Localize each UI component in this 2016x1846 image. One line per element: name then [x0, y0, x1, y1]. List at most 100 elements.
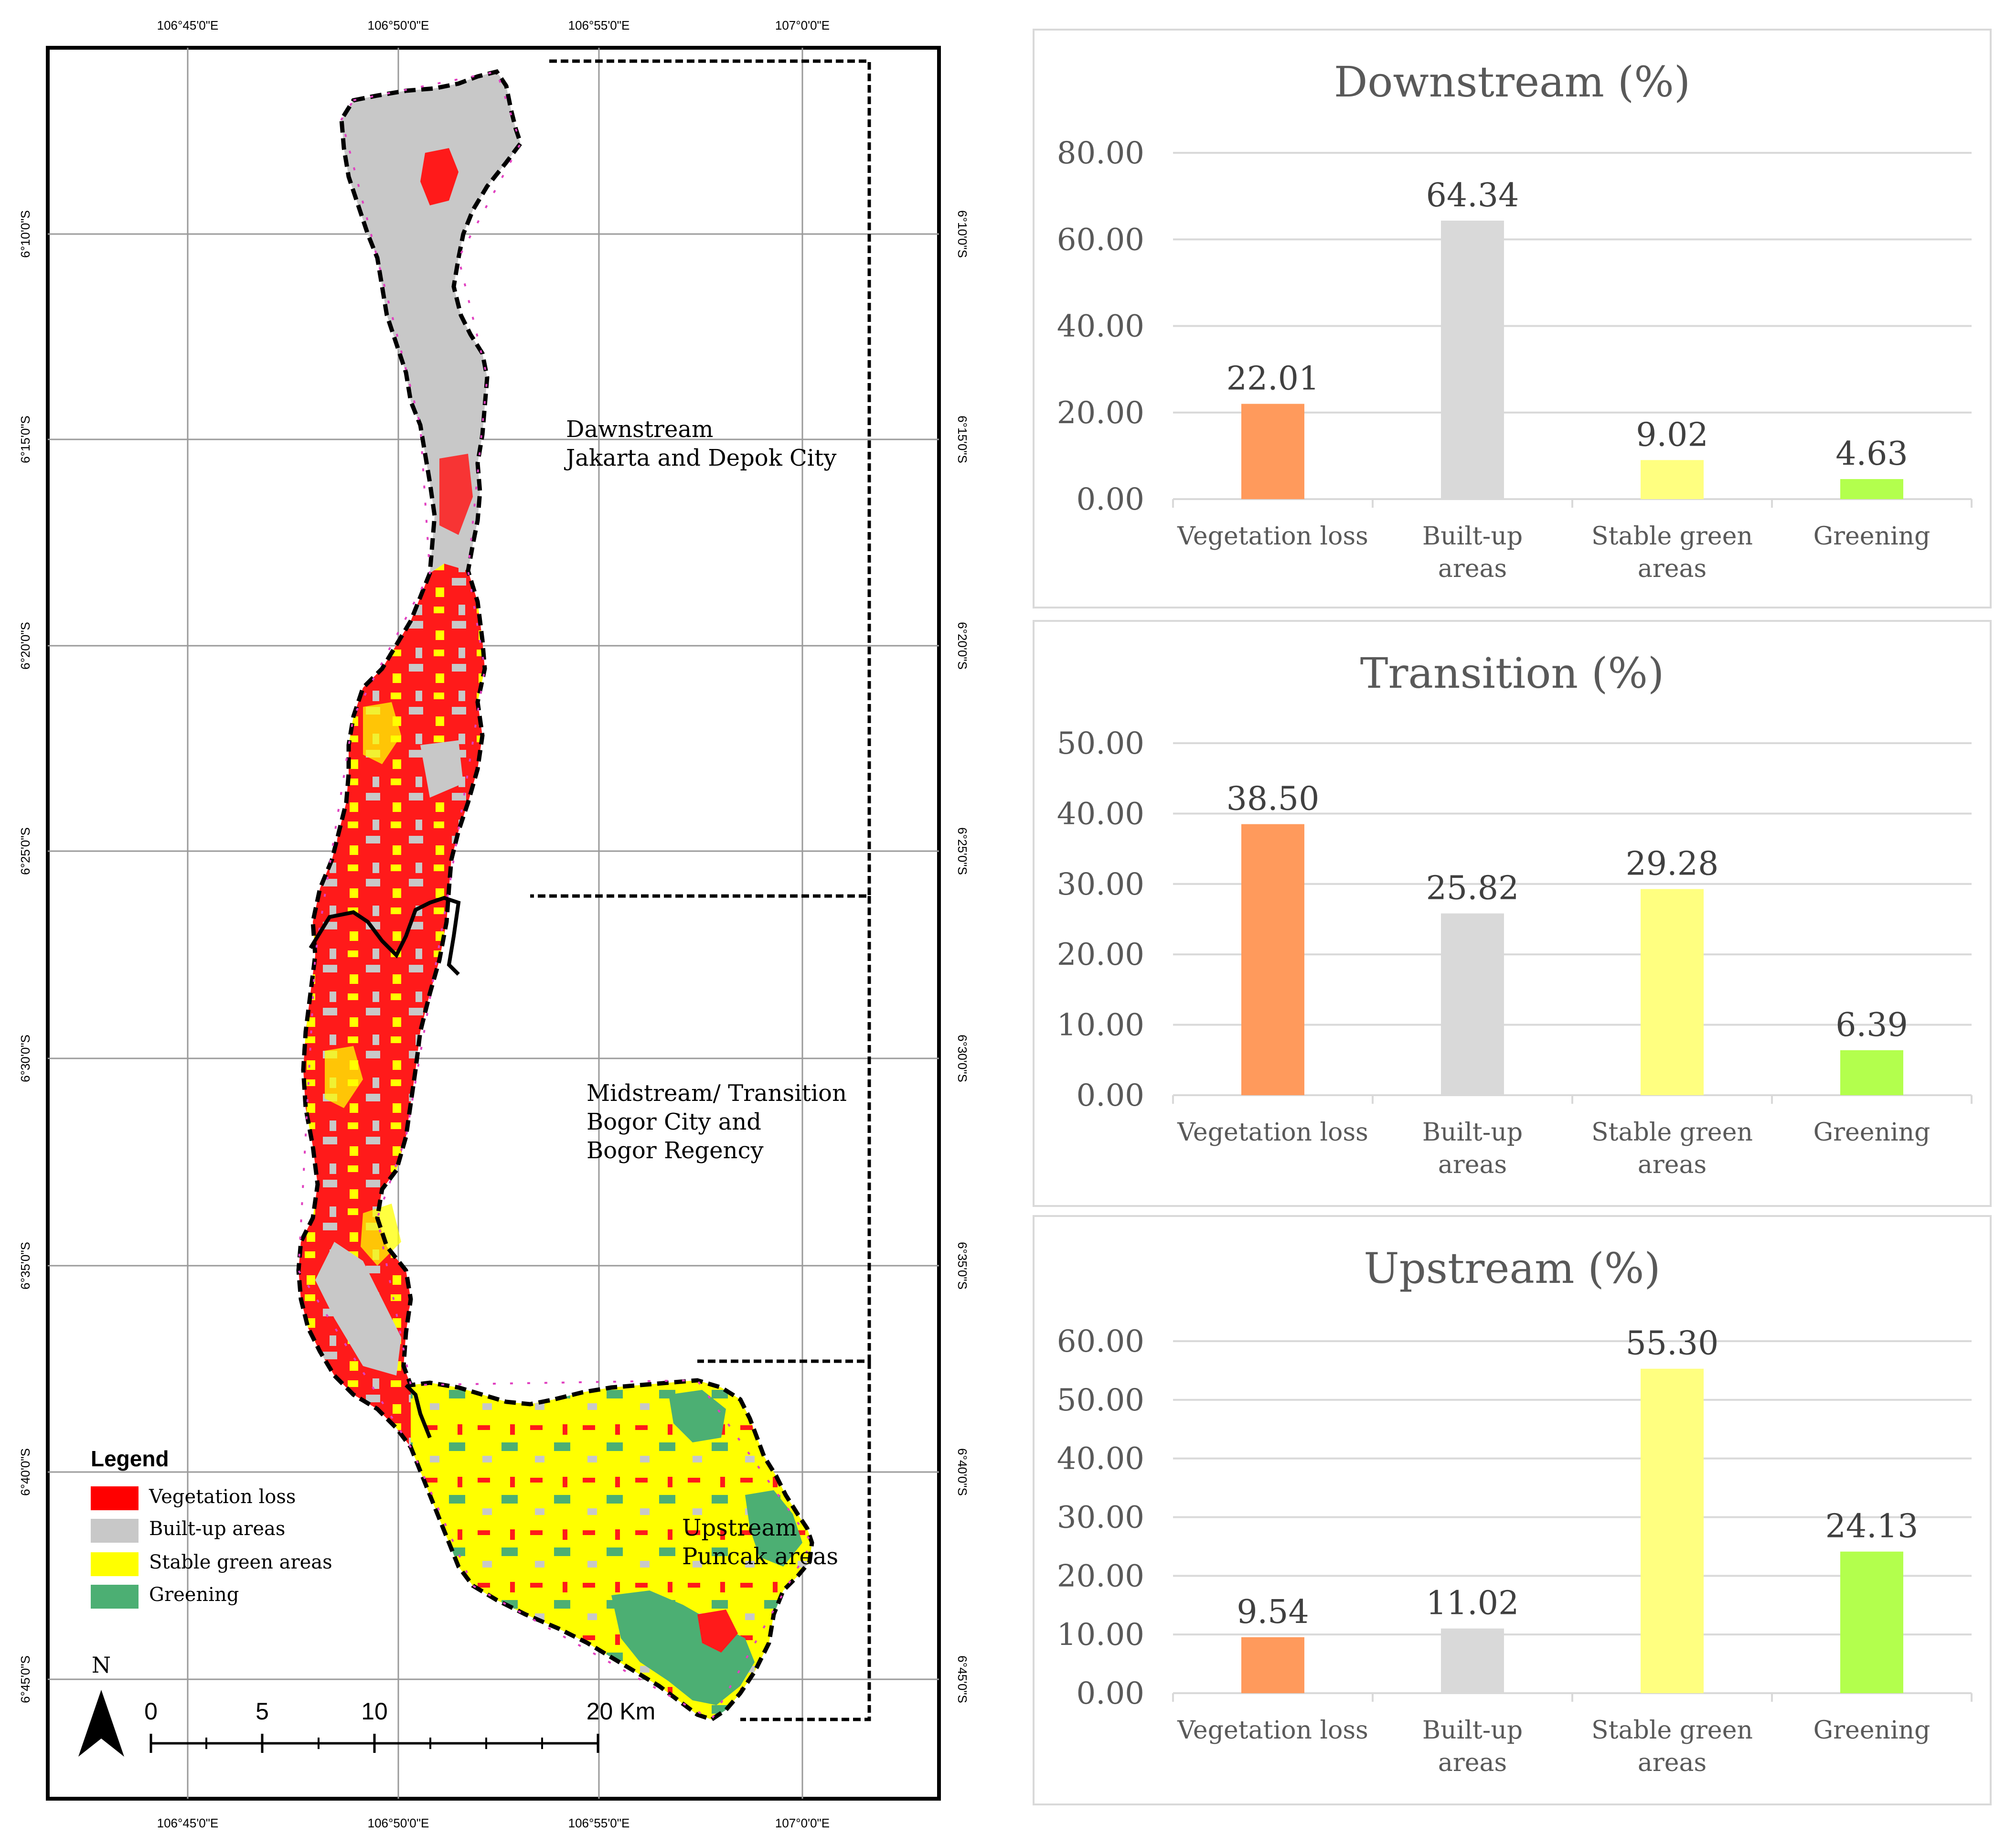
chart-1-title: Downstream (%) [1334, 57, 1690, 107]
chart-1-data-label-4: 4.63 [1835, 435, 1908, 473]
lat-label-right-5: 6°30'0"S [955, 1035, 970, 1082]
corridor-downstream [341, 72, 521, 573]
bogor-city-boundary [309, 896, 461, 976]
chart-3-y-tick-label: 10.00 [1057, 1617, 1144, 1653]
chart-3-bar-3 [1641, 1368, 1704, 1693]
chart-2-y-tick-label: 40.00 [1057, 796, 1144, 832]
legend-swatch-stable-green [91, 1552, 139, 1576]
chart-panels: Downstream (%) 0.00 20.00 40.00 60.00 80.00 22… [1033, 29, 1992, 1805]
chart-3-y-tick-label: 30.00 [1057, 1500, 1144, 1536]
chart-3-data-label-3: 55.30 [1626, 1325, 1719, 1363]
chart-1-bar-3 [1641, 460, 1704, 499]
legend-label-built-up: Built-up areas [149, 1518, 285, 1540]
chart-2-data-label-1: 38.50 [1227, 780, 1320, 818]
lat-label-left-1: 6°10'0"S [18, 210, 32, 258]
chart-1-data-label-3: 9.02 [1636, 416, 1708, 454]
chart-3-data-label-2: 11.02 [1426, 1585, 1519, 1622]
chart-1-category-label-2: Built-up [1422, 522, 1523, 551]
scale-label-0: 0 [144, 1698, 158, 1725]
watershed-boundary [296, 69, 814, 1722]
chart-3-title: Upstream (%) [1364, 1244, 1660, 1293]
chart-2-y-tick-label: 30.00 [1057, 867, 1144, 902]
upstream-label-line1: Upstream [682, 1515, 797, 1541]
chart-2-category-label-2: Built-up [1422, 1118, 1523, 1147]
chart-2-bar-4 [1840, 1050, 1903, 1095]
chart-2-y-tick-label: 50.00 [1057, 726, 1144, 761]
lat-label-right-3: 6°20'0"S [955, 622, 970, 670]
upstream-label-line2: Puncak areas [682, 1543, 838, 1570]
lon-label-top-2: 106°50'0"E [368, 18, 429, 32]
scale-bar: 0 5 10 20 Km [144, 1698, 655, 1753]
midstream-yellow-2 [325, 1046, 363, 1108]
chart-2-data-label-3: 29.28 [1626, 845, 1719, 883]
scale-label-20: 20 Km [587, 1698, 656, 1725]
midstream-grey-1 [420, 740, 463, 798]
downstream-red-1 [420, 148, 459, 205]
lat-label-left-5: 6°30'0"S [18, 1035, 32, 1082]
chart-3-y-tick-label: 60.00 [1057, 1324, 1144, 1359]
region-brackets [530, 59, 871, 1721]
chart-2-frame [1033, 620, 1992, 1207]
chart-1-bar-4 [1840, 479, 1903, 499]
lon-label-bottom-1: 106°45'0"E [157, 1816, 219, 1830]
lon-label-top-4: 107°0'0"E [775, 18, 830, 32]
chart-2-data-label-2: 25.82 [1426, 869, 1519, 907]
legend-label-stable-green: Stable green areas [149, 1551, 332, 1573]
midstream-grey-2 [315, 1242, 401, 1376]
watershed-map [296, 69, 814, 1722]
lat-label-left-2: 6°15'0"S [18, 416, 32, 463]
chart-3-y-tick-label: 0.00 [1077, 1676, 1145, 1711]
lon-label-bottom-3: 106°55'0"E [568, 1816, 630, 1830]
lat-label-right-1: 6°10'0"S [955, 210, 970, 258]
chart-1-category-label-3: Stable green [1591, 522, 1753, 551]
chart-2-bar-3 [1641, 889, 1704, 1095]
chart-3-category-label-2: Built-up [1422, 1716, 1523, 1745]
chart-3-category-label-3: Stable green [1591, 1716, 1753, 1745]
chart-2-bar-1 [1241, 824, 1304, 1095]
chart-3-category-label-3: areas [1638, 1749, 1707, 1777]
chart-2-category-label-2: areas [1438, 1151, 1507, 1179]
chart-1-bar-1 [1241, 404, 1304, 499]
lat-label-right-7: 6°40'0"S [955, 1448, 970, 1496]
greening-patch-3 [669, 1390, 726, 1442]
chart-2: Transition (%) 0.00 10.00 20.00 30.00 40.00 50… [1033, 620, 1992, 1207]
chart-2-category-label-3: areas [1638, 1151, 1707, 1179]
midstream-yellow-1 [363, 702, 401, 764]
lat-label-right-8: 6°45'0"S [955, 1655, 970, 1703]
chart-1-y-tick-label: 20.00 [1057, 395, 1144, 431]
upstream-divider [405, 1384, 432, 1439]
chart-2-category-label-4: Greening [1813, 1118, 1931, 1147]
lat-label-right-4: 6°25'0"S [955, 827, 970, 875]
lat-label-right-6: 6°35'0"S [955, 1242, 970, 1290]
chart-1-y-tick-label: 80.00 [1057, 136, 1144, 171]
legend-label-greening: Greening [149, 1584, 239, 1606]
chart-3-bar-1 [1241, 1637, 1304, 1693]
chart-3-data-label-1: 9.54 [1237, 1593, 1309, 1631]
chart-1-data-label-1: 22.01 [1227, 360, 1320, 398]
chart-2-category-label-3: Stable green [1591, 1118, 1753, 1147]
downstream-label-line2: Jakarta and Depok City [564, 445, 837, 471]
chart-1: Downstream (%) 0.00 20.00 40.00 60.00 80.00 22… [1033, 29, 1992, 608]
legend-title: Legend [91, 1446, 169, 1471]
downstream-red-2 [439, 454, 473, 535]
lat-label-left-6: 6°35'0"S [18, 1242, 32, 1290]
chart-3-y-tick-label: 50.00 [1057, 1383, 1144, 1418]
north-label: N [92, 1652, 111, 1678]
chart-2-y-tick-label: 20.00 [1057, 937, 1144, 972]
lon-label-bottom-2: 106°50'0"E [368, 1816, 429, 1830]
chart-1-bar-2 [1441, 220, 1504, 499]
midstream-label-line3: Bogor Regency [587, 1137, 764, 1164]
chart-1-category-label-1: Vegetation loss [1177, 522, 1368, 551]
lat-label-left-7: 6°40'0"S [18, 1448, 32, 1496]
lon-label-top-3: 106°55'0"E [568, 18, 630, 32]
chart-2-category-label-1: Vegetation loss [1177, 1118, 1368, 1147]
scale-label-5: 5 [256, 1698, 269, 1725]
scale-label-10: 10 [361, 1698, 388, 1725]
legend-swatch-vegetation-loss [91, 1486, 139, 1510]
chart-3-bar-2 [1441, 1628, 1504, 1693]
chart-3-category-label-4: Greening [1813, 1716, 1931, 1745]
north-arrow-icon: N [78, 1652, 124, 1757]
chart-3-data-label-4: 24.13 [1825, 1508, 1919, 1546]
chart-1-y-tick-label: 40.00 [1057, 309, 1144, 344]
